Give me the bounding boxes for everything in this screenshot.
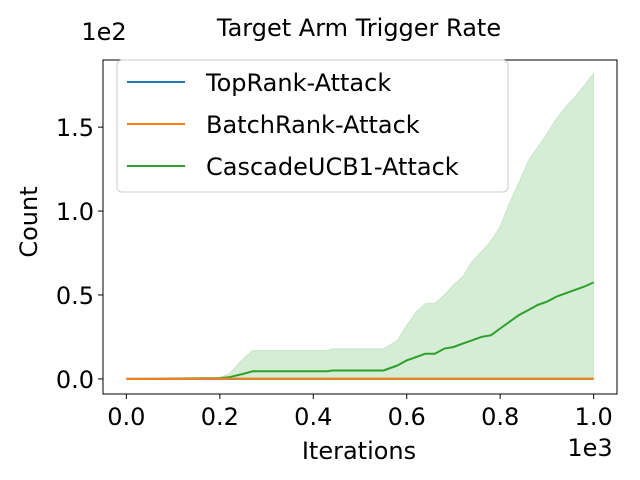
x-tick-label: 0.6: [388, 403, 426, 431]
x-tick-label: 0.8: [481, 403, 519, 431]
legend-label-batchrank: BatchRank-Attack: [206, 111, 420, 139]
y-offset-text: 1e2: [81, 18, 126, 46]
y-tick-label: 1.5: [56, 114, 94, 142]
x-tick-label: 0.4: [294, 403, 332, 431]
y-tick-label: 0.5: [56, 282, 94, 310]
y-ticks: 0.0 0.5 1.0 1.5: [56, 114, 103, 394]
series-line-layer: [126, 281, 595, 380]
y-tick-label: 1.0: [56, 198, 94, 226]
chart-title: Target Arm Trigger Rate: [216, 14, 501, 42]
legend-frame: [116, 59, 509, 193]
x-tick-label: 0.0: [107, 403, 145, 431]
y-axis-label: Count: [15, 186, 43, 257]
series-line-2: [126, 281, 595, 380]
legend-label-toprank: TopRank-Attack: [205, 69, 391, 97]
x-ticks: 0.0 0.2 0.4 0.6 0.8 1.0: [107, 394, 613, 431]
legend: TopRank-Attack BatchRank-Attack CascadeU…: [116, 59, 509, 193]
x-tick-label: 0.2: [201, 403, 239, 431]
x-axis-label: Iterations: [302, 437, 416, 465]
y-tick-label: 0.0: [56, 366, 94, 394]
x-offset-text: 1e3: [567, 434, 612, 462]
x-tick-label: 1.0: [575, 403, 613, 431]
legend-label-cascadeucb1: CascadeUCB1-Attack: [206, 153, 459, 181]
